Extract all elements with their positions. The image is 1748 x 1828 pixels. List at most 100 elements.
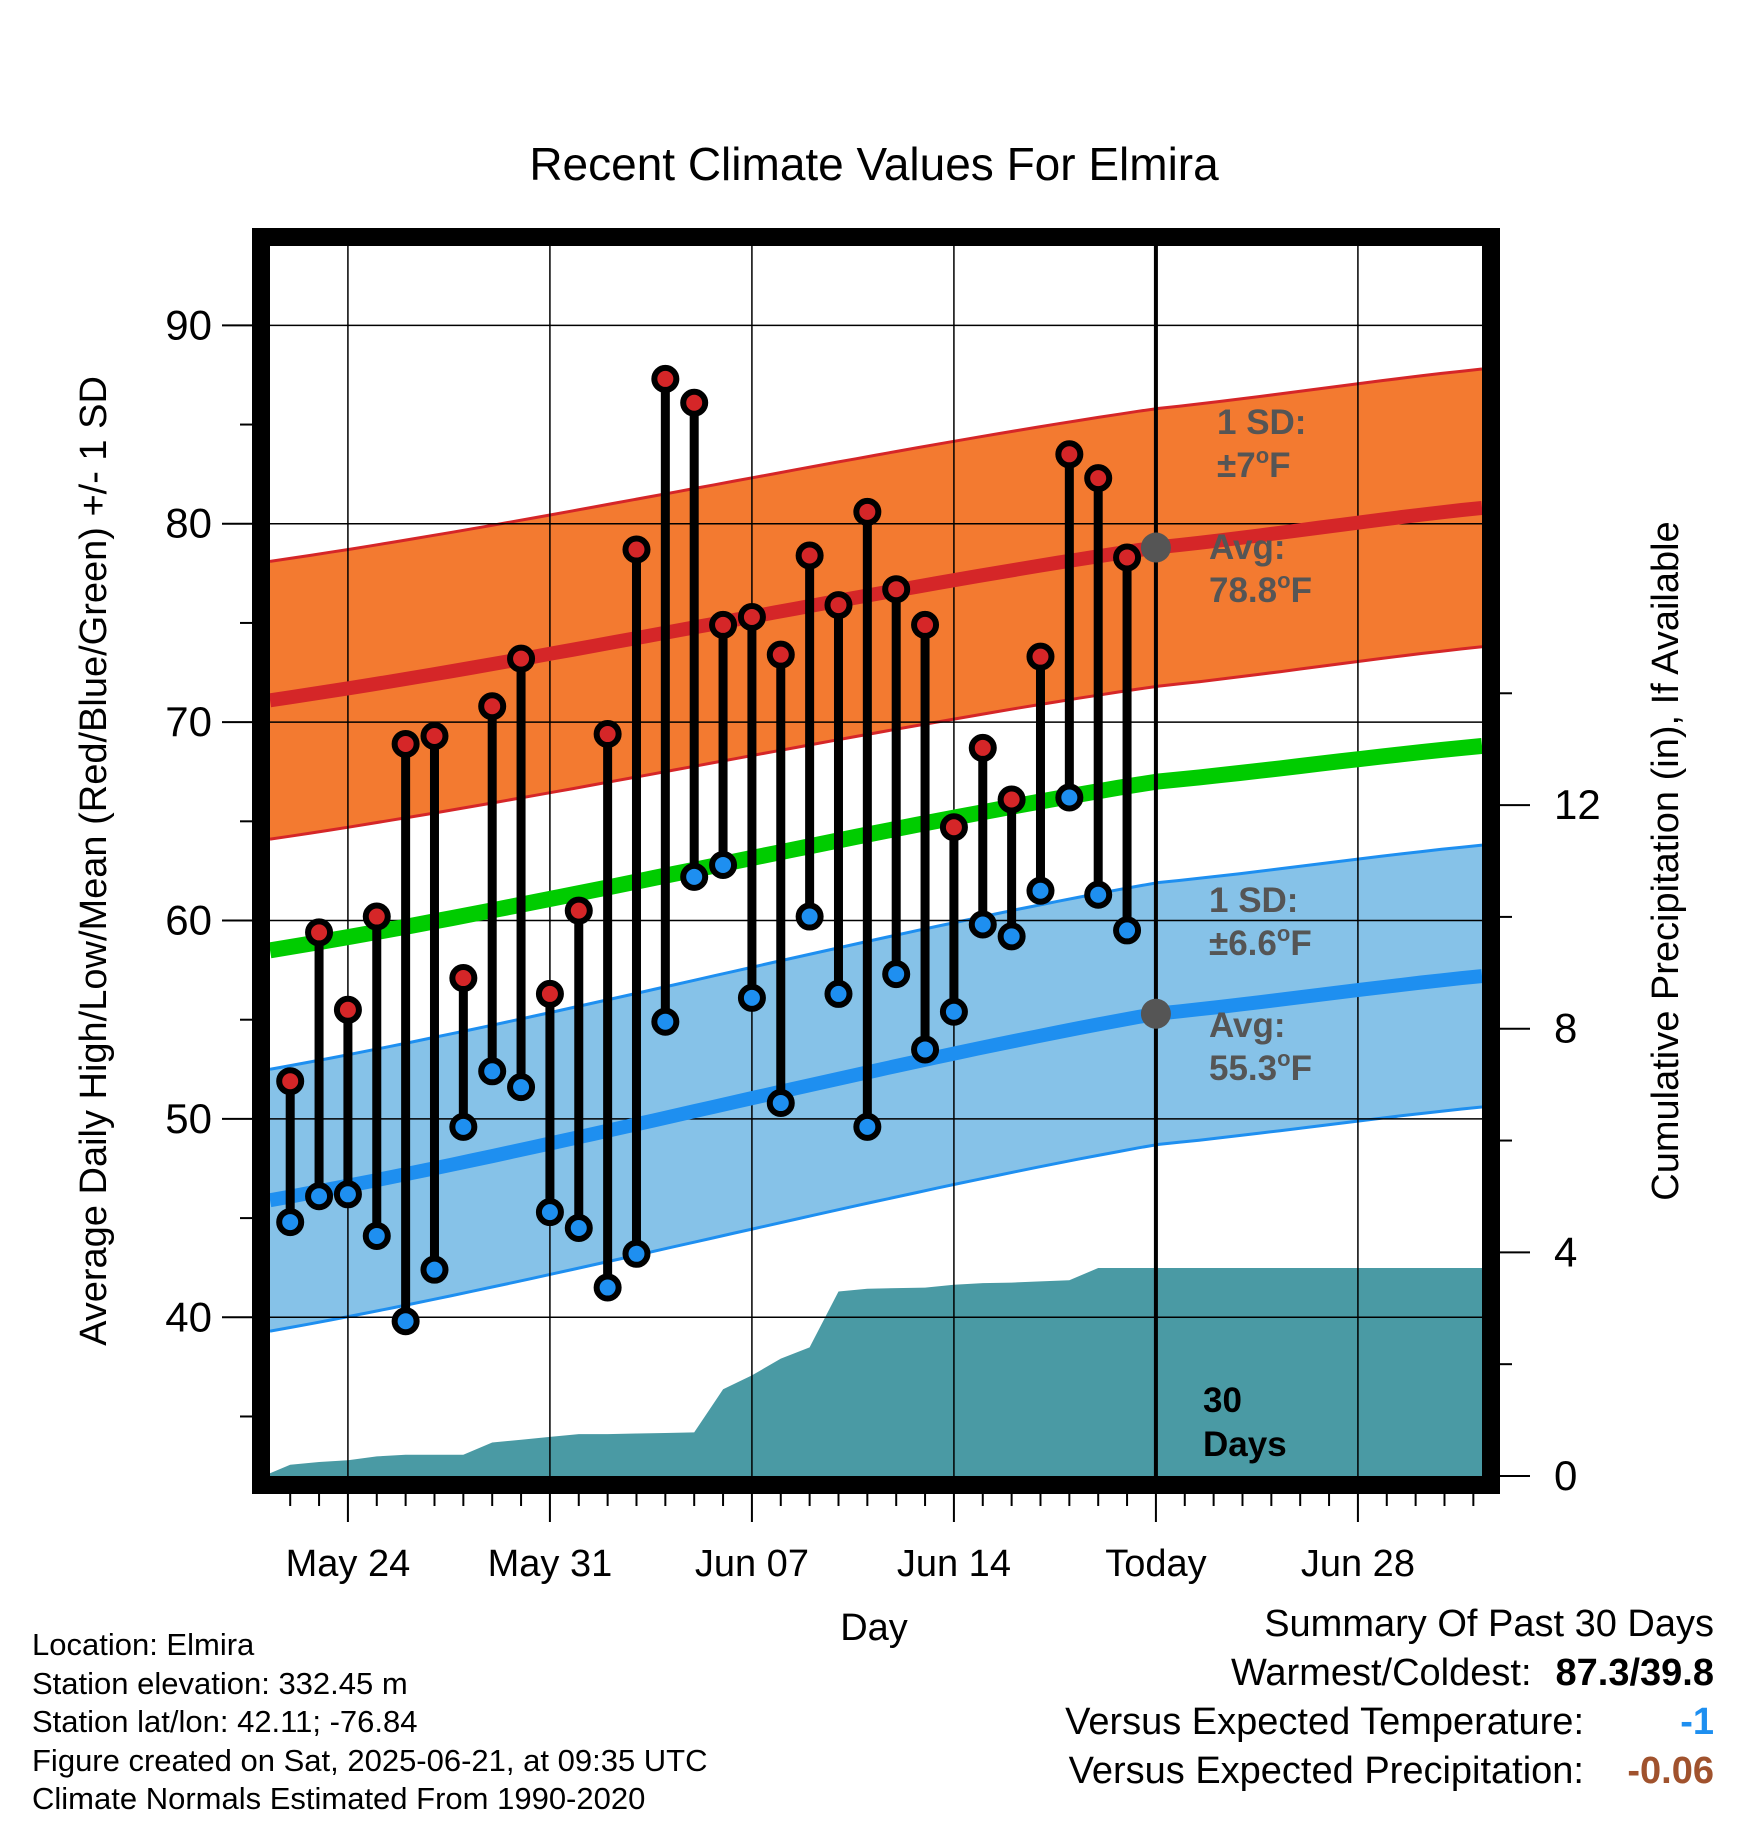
annotation-low-avg-degree: o [1277, 1046, 1290, 1071]
observed-high-dot [997, 785, 1026, 814]
summary-heading: Summary Of Past 30 Days [1264, 1603, 1714, 1645]
today-avg-low-marker [1140, 998, 1171, 1029]
observed-low-dot [1055, 783, 1084, 812]
x-tick-label: Jun 07 [695, 1543, 809, 1585]
summary-panel: Summary Of Past 30 Days Warmest/Coldest:… [1065, 1600, 1714, 1796]
observed-low-dot [824, 979, 853, 1008]
observed-high-dot [766, 640, 795, 669]
y2-tick-label: 8 [1554, 1005, 1577, 1052]
observed-low-dot [333, 1180, 362, 1209]
observed-high-dot [622, 535, 651, 564]
observed-low-dot [853, 1112, 882, 1141]
observed-low-dot [1113, 916, 1142, 945]
high-sd-upper-line [270, 367, 1482, 563]
observed-low-dot [939, 997, 968, 1026]
y-tick-label: 80 [165, 500, 212, 547]
annotation-high-sd-line2: ±7oF [1217, 443, 1291, 485]
annotation-high-avg-value: 78.8 [1209, 571, 1277, 610]
annotation-low-avg: Avg:55.3oF [1209, 1006, 1312, 1088]
annotation-high-sd-line1: 1 SD: [1217, 403, 1306, 442]
summary-temp-row: Versus Expected Temperature: -1 [1065, 1698, 1714, 1747]
low-sd-upper-line [270, 843, 1482, 1071]
observed-low-dot [1084, 880, 1113, 909]
low-sd-lower-line [270, 1105, 1482, 1333]
y-tick-label: 70 [165, 698, 212, 745]
annotation-low-sd-value: ±6.6 [1209, 924, 1277, 963]
observed-high-dot [362, 902, 391, 931]
observed-high-dot [420, 722, 449, 751]
warmest-label: Warmest/Coldest: [1230, 1652, 1532, 1694]
x-tick-label: Today [1105, 1543, 1206, 1585]
summary-precip-row: Versus Expected Precipitation: -0.06 [1065, 1747, 1714, 1796]
observed-low-dot [564, 1214, 593, 1243]
observed-high-dot [1113, 543, 1142, 572]
observed-high-dot [535, 979, 564, 1008]
annotation-low-avg-line2: 55.3oF [1209, 1046, 1312, 1088]
observed-low-dot [593, 1273, 622, 1302]
annotation-low-avg-value: 55.3 [1209, 1049, 1277, 1088]
observed-low-dot [478, 1057, 507, 1086]
annotation-high-sd: 1 SD:±7oF [1217, 403, 1306, 485]
observed-high-dot [333, 995, 362, 1024]
annotation-high-avg-line2: 78.8oF [1209, 568, 1312, 610]
annotation-high-avg-line1: Avg: [1209, 528, 1285, 567]
annotation-high-sd-value: ±7 [1217, 446, 1256, 485]
y-tick-label: 40 [165, 1293, 212, 1340]
observed-low-dot [737, 983, 766, 1012]
observed-high-dot [593, 720, 622, 749]
observed-low-dot [305, 1182, 334, 1211]
observed-high-dot [795, 541, 824, 570]
observed-low-dot [622, 1239, 651, 1268]
x-tick-label: Jun 28 [1301, 1543, 1415, 1585]
precip-value: -0.06 [1627, 1750, 1714, 1792]
observed-high-dot [824, 591, 853, 620]
observed-low-dot [680, 862, 709, 891]
window-label-line2: Days [1203, 1425, 1287, 1464]
observed-high-dot [478, 692, 507, 721]
y2-tick-label: 4 [1554, 1228, 1577, 1275]
avg-high-line [270, 500, 1482, 708]
observed-high-dot [709, 610, 738, 639]
observed-high-dot [305, 918, 334, 947]
annotation-low-sd-line2: ±6.6oF [1209, 921, 1312, 963]
precip-area [270, 1268, 1482, 1476]
observed-high-dot [680, 388, 709, 417]
low-sd-band [270, 845, 1482, 1332]
y2-tick-label: 12 [1554, 781, 1601, 828]
annotation-low-sd-degree: o [1277, 921, 1290, 946]
temp-label: Versus Expected Temperature: [1065, 1701, 1584, 1743]
observed-high-dot [1084, 464, 1113, 493]
observed-low-dot [882, 960, 911, 989]
avg-mean-line [270, 737, 1482, 959]
observed-low-dot [911, 1035, 940, 1064]
observed-low-dot [766, 1089, 795, 1118]
observed-low-dot [1026, 876, 1055, 905]
annotation-low-avg-line1: Avg: [1209, 1006, 1285, 1045]
y-axis-label: Average Daily High/Low/Mean (Red/Blue/Gr… [73, 376, 115, 1346]
window-label-line1: 30 [1203, 1381, 1242, 1420]
avg-low-line [270, 969, 1482, 1208]
high-sd-lower-line [270, 645, 1482, 841]
station-info: Location: Elmira Station elevation: 332.… [32, 1626, 708, 1819]
observed-high-dot [911, 610, 940, 639]
annotation-high-avg-degree: o [1277, 568, 1290, 593]
y-tick-label: 60 [165, 897, 212, 944]
chart-title: Recent Climate Values For Elmira [529, 138, 1219, 190]
summary-warmest-row: Warmest/Coldest: 87.3/39.8 [1065, 1649, 1714, 1698]
observed-low-dot [535, 1198, 564, 1227]
observed-low-dot [276, 1208, 305, 1237]
x-tick-label: May 24 [286, 1543, 411, 1585]
observed-high-dot [1055, 440, 1084, 469]
normals-text: Climate Normals Estimated From 1990-2020 [32, 1781, 646, 1816]
y-tick-label: 90 [165, 301, 212, 348]
annotation-high-sd-degree: o [1256, 443, 1269, 468]
y-tick-label: 50 [165, 1095, 212, 1142]
annotation-high-sd-unit: F [1269, 446, 1290, 485]
observed-high-dot [737, 602, 766, 631]
observed-low-dot [391, 1307, 420, 1336]
created-text: Figure created on Sat, 2025-06-21, at 09… [32, 1742, 708, 1778]
observed-high-dot [882, 575, 911, 604]
x-tick-label: Jun 14 [897, 1543, 1011, 1585]
annotation-low-sd-unit: F [1290, 924, 1311, 963]
